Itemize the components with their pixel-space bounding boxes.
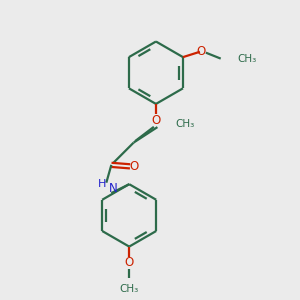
Text: CH₃: CH₃: [237, 54, 256, 64]
Text: O: O: [197, 45, 206, 58]
Text: CH₃: CH₃: [175, 119, 194, 129]
Text: H: H: [98, 179, 106, 189]
Text: O: O: [129, 160, 138, 173]
Text: O: O: [124, 256, 134, 269]
Text: O: O: [151, 114, 160, 127]
Text: N: N: [109, 182, 117, 195]
Text: CH₃: CH₃: [120, 284, 139, 294]
